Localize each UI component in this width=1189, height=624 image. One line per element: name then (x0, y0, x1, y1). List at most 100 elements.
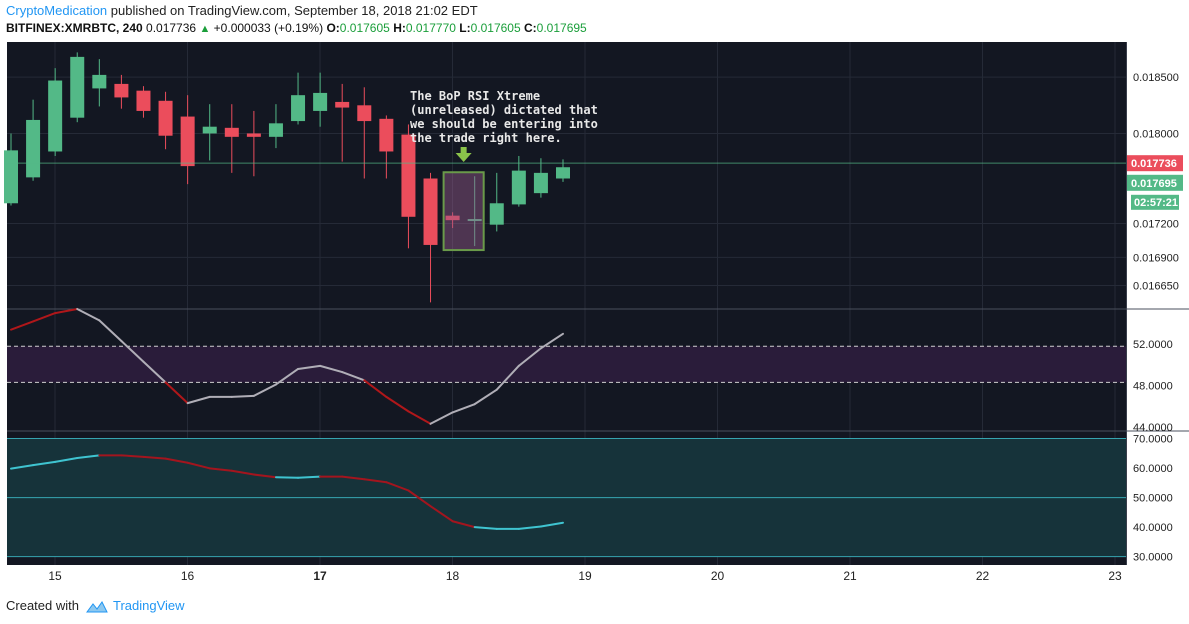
low-value: 0.017605 (470, 21, 521, 35)
osc-tick-label: 40.0000 (1133, 522, 1173, 534)
price-tick-label: 0.018000 (1133, 128, 1179, 140)
countdown-label: 02:57:21 (1134, 197, 1178, 209)
close-label: C: (524, 21, 537, 35)
low-label: L: (459, 21, 471, 35)
rsi-line-segment (142, 360, 167, 384)
time-tick-label: 21 (843, 569, 857, 583)
candle-body (533, 172, 548, 194)
rsi-line-segment (363, 379, 388, 398)
osc-line-segment (186, 461, 211, 470)
rsi-line-segment (473, 388, 498, 406)
price-tick-label: 0.018500 (1133, 72, 1179, 84)
osc-line-segment (164, 457, 189, 464)
price-axis-border (1126, 42, 1127, 565)
osc-tick-label: 50.0000 (1133, 493, 1173, 505)
osc-line-segment (76, 454, 101, 459)
candle-body (489, 203, 504, 225)
rsi-line-segment (341, 371, 366, 382)
time-tick-label: 19 (578, 569, 592, 583)
rsi-line-segment (98, 319, 123, 343)
close-value: 0.017695 (536, 21, 587, 35)
osc-line-segment (208, 467, 233, 472)
osc-tick-label: 30.0000 (1133, 552, 1173, 564)
rsi-line-segment (252, 383, 277, 397)
countdown-tag (1131, 194, 1179, 210)
candle-body (467, 219, 482, 222)
rsi-tick-label: 44.0000 (1133, 422, 1173, 434)
close-price-label: 0.017695 (1131, 178, 1177, 190)
osc-line-segment (407, 489, 432, 508)
author-link[interactable]: CryptoMedication (6, 3, 108, 18)
rsi-line-segment (76, 307, 101, 322)
candle-body (158, 100, 173, 136)
rsi-line-segment (429, 411, 454, 425)
candle-body (357, 105, 372, 122)
candle-body (180, 116, 195, 167)
rsi-line-segment (319, 364, 344, 374)
price-tick-label: 0.017200 (1133, 219, 1179, 231)
candle-body (224, 127, 239, 137)
osc-line-segment (473, 526, 498, 530)
rsi-tick-label: 52.0000 (1133, 339, 1173, 351)
osc-line-segment (142, 455, 167, 460)
osc-line-segment (10, 464, 35, 470)
chart-canvas[interactable]: 0.018500 0.018000 0.017200 0.016900 0.016650… (0, 42, 1189, 592)
rsi-band-fill (7, 346, 1126, 383)
time-tick-label: 20 (711, 569, 725, 583)
rsi-line-segment (495, 364, 520, 391)
osc-tick-label: 60.0000 (1133, 463, 1173, 475)
annotation-line: (unreleased) dictated that (410, 103, 598, 117)
candle-body (246, 133, 261, 137)
osc-line-segment (539, 521, 564, 528)
osc-line-segment (517, 525, 542, 530)
candle-body (291, 95, 306, 122)
tradingview-link[interactable]: TradingView (112, 598, 185, 613)
osc-line-segment (32, 460, 57, 467)
price-change: +0.000033 (+0.19%) (213, 21, 324, 35)
candle-body (4, 150, 18, 204)
annotation-line: the trade right here. (410, 131, 562, 145)
rsi-tick-label: 48.0000 (1133, 381, 1173, 393)
symbol-line: BITFINEX:XMRBTC, 240 0.017736 ▲ +0.00003… (6, 21, 587, 35)
candle-body (268, 123, 283, 137)
rsi-line-segment (54, 307, 79, 315)
entry-highlight-box (442, 171, 485, 252)
symbol-label: BITFINEX:XMRBTC, 240 (6, 21, 143, 35)
candle-body (379, 118, 394, 152)
rsi-line-segment (120, 340, 145, 363)
rsi-line-segment (407, 410, 432, 425)
time-tick-label: 17 (313, 569, 327, 583)
published-text: published on TradingView.com, September … (107, 3, 478, 18)
osc-line-segment (363, 478, 388, 484)
candle-body (401, 134, 416, 217)
osc-line-segment (120, 454, 145, 458)
osc-line-segment (297, 475, 322, 479)
candle-body (445, 215, 460, 221)
osc-line-segment (451, 520, 476, 529)
high-label: H: (393, 21, 406, 35)
candle-body (48, 80, 63, 152)
high-value: 0.017770 (405, 21, 456, 35)
open-value: 0.017605 (339, 21, 390, 35)
tradingview-logo-icon (85, 601, 108, 613)
osc-line-segment (341, 475, 366, 481)
time-tick-label: 22 (976, 569, 990, 583)
candle-body (92, 74, 107, 89)
last-price-tag (1127, 155, 1183, 172)
green-down-arrow-icon (455, 147, 472, 162)
candle-body (114, 83, 129, 98)
osc-line-segment (429, 505, 454, 523)
open-label: O: (326, 21, 340, 35)
osc-line-segment (230, 469, 255, 476)
osc-line-segment (385, 481, 410, 492)
publish-line: CryptoMedication published on TradingVie… (6, 3, 478, 18)
candle-body (423, 178, 438, 245)
rsi-line-segment (186, 395, 211, 405)
candle-body (556, 167, 570, 179)
rsi-line-segment (10, 320, 35, 331)
time-tick-label: 18 (446, 569, 460, 583)
change-arrow-icon: ▲ (199, 23, 211, 35)
footer: Created with TradingView (6, 598, 185, 614)
rsi-line-segment (230, 394, 255, 398)
annotation-line: we should be entering into (410, 117, 598, 131)
